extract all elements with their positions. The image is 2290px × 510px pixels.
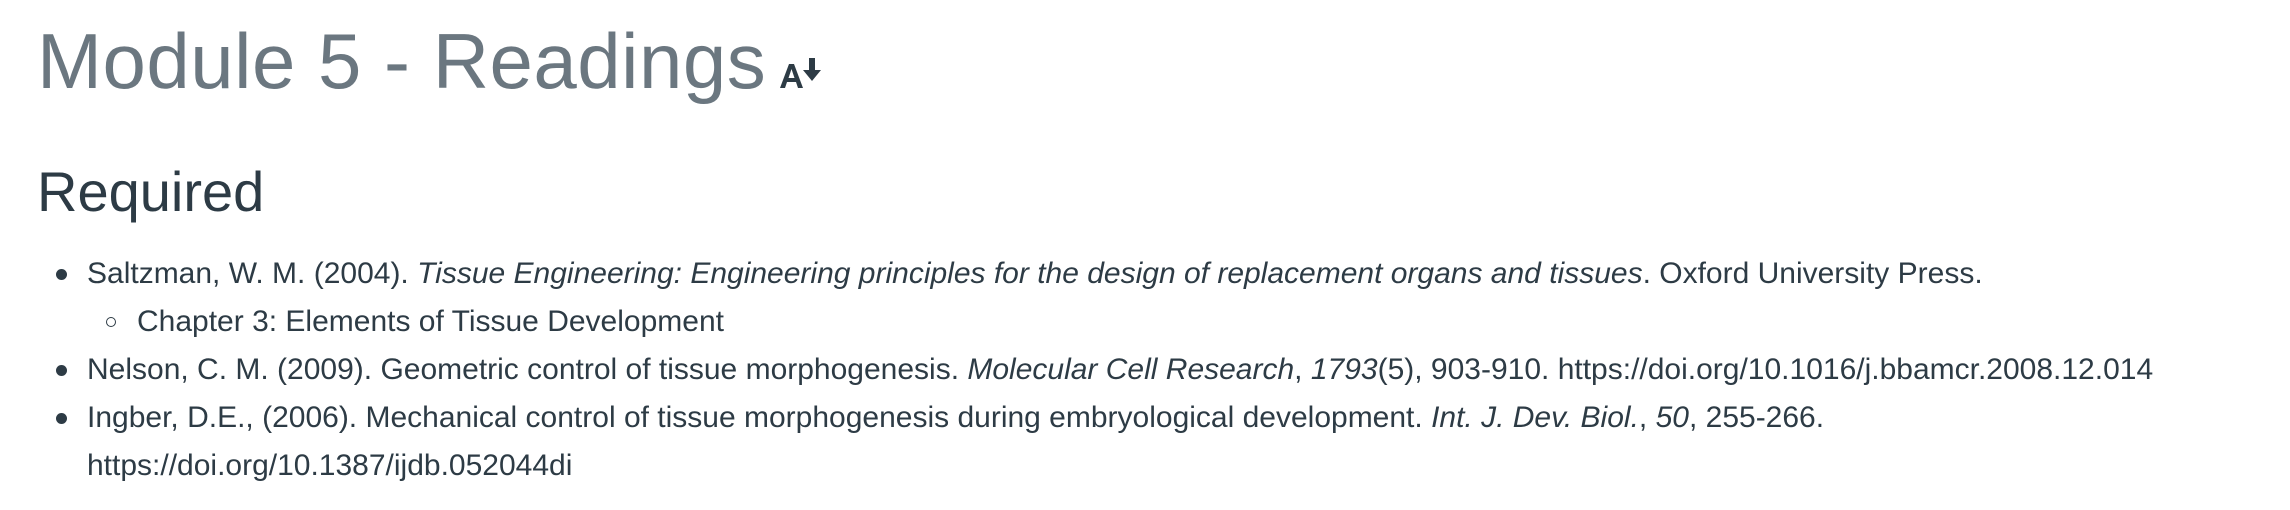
reference-subitem-chapter: Chapter 3: Elements of Tissue Developmen… xyxy=(0,298,2153,346)
bullet-icon xyxy=(56,269,67,280)
reference-continuation-line: https://doi.org/10.1387/ijdb.052044di xyxy=(87,442,2153,490)
reference-separator: , xyxy=(1294,353,1311,386)
reference-journal: Int. J. Dev. Biol. xyxy=(1431,401,1639,434)
reference-separator: , xyxy=(1638,401,1656,434)
reference-authors-year-title: Nelson, C. M. (2009). Geometric control … xyxy=(87,353,968,386)
reference-doi-link[interactable]: https://doi.org/10.1387/ijdb.052044di xyxy=(87,449,573,482)
required-heading: Required xyxy=(37,160,265,223)
page-title: Module 5 - Readings xyxy=(37,17,767,105)
reference-journal: Molecular Cell Research xyxy=(967,353,1295,386)
reference-volume: 50 xyxy=(1655,401,1689,434)
immersive-reader-icon[interactable] xyxy=(778,54,824,92)
reference-item-saltzman: Saltzman, W. M. (2004). Tissue Engineeri… xyxy=(0,250,2153,298)
reference-item-ingber: Ingber, D.E., (2006). Mechanical control… xyxy=(0,394,2153,490)
bullet-icon xyxy=(56,365,67,376)
reference-pages: , 255-266. xyxy=(1688,401,1825,434)
required-reading-list: Saltzman, W. M. (2004). Tissue Engineeri… xyxy=(0,250,2153,490)
reference-chapter: Chapter 3: Elements of Tissue Developmen… xyxy=(137,305,724,338)
page-title-row: Module 5 - Readings xyxy=(37,14,824,108)
reference-item-nelson: Nelson, C. M. (2009). Geometric control … xyxy=(0,346,2153,394)
reference-authors-year: Saltzman, W. M. (2004). xyxy=(87,257,418,290)
hollow-bullet-icon xyxy=(106,317,116,327)
reference-doi-link[interactable]: https://doi.org/10.1016/j.bbamcr.2008.12… xyxy=(1557,353,2154,386)
immersive-reader-glyph xyxy=(780,58,822,88)
reference-book-title: Tissue Engineering: Engineering principl… xyxy=(417,257,1643,290)
reference-volume: 1793 xyxy=(1310,353,1378,386)
reference-publisher: . Oxford University Press. xyxy=(1642,257,1983,290)
reference-pages: (5), 903-910. xyxy=(1377,353,1558,386)
bullet-icon xyxy=(56,413,67,424)
reference-authors-year-title: Ingber, D.E., (2006). Mechanical control… xyxy=(87,401,1432,434)
